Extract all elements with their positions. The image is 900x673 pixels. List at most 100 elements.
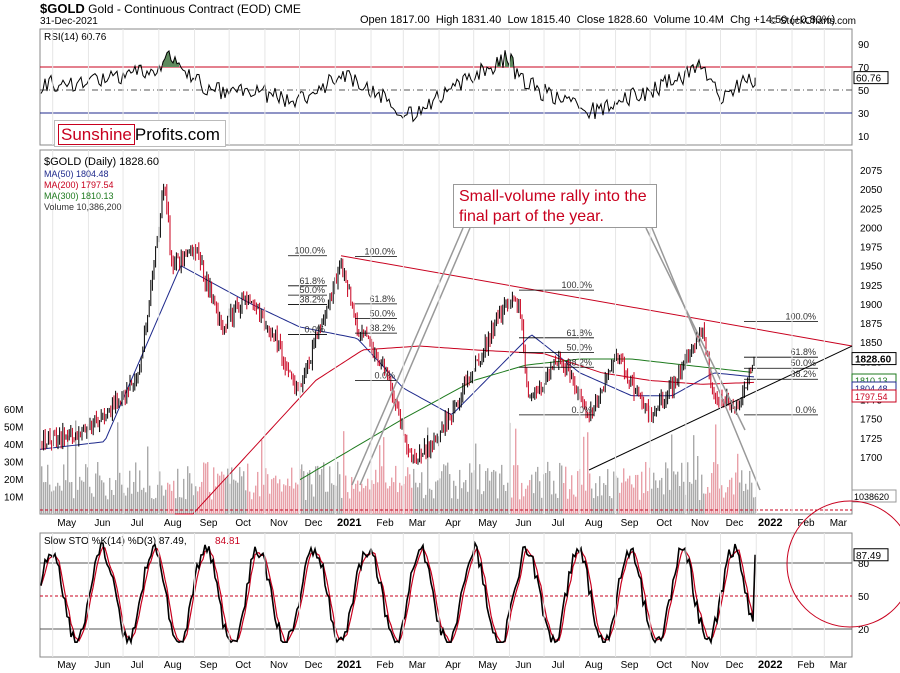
sto-y-tick: 50 (858, 592, 870, 603)
volume-bar (99, 475, 101, 514)
volume-bar (291, 467, 293, 514)
volume-bar (563, 483, 565, 514)
x-tick-label: Jul (552, 518, 565, 529)
volume-bar (495, 471, 497, 514)
volume-bar (391, 477, 393, 514)
volume-bar (131, 493, 133, 514)
volume-bar (59, 485, 61, 514)
volume-bar (227, 468, 229, 514)
volume-bar (275, 475, 277, 514)
volume-bar (661, 477, 663, 514)
volume-bar (455, 485, 457, 514)
moving-average-line (174, 345, 754, 515)
volume-bar (465, 479, 467, 514)
volume-bar (259, 496, 261, 514)
volume-bar (243, 471, 245, 514)
volume-bar (645, 461, 647, 514)
volume-bar (427, 427, 429, 514)
volume-bar (253, 492, 255, 514)
volume-bar (599, 476, 601, 514)
volume-bar (681, 462, 683, 514)
volume-bar (357, 480, 359, 514)
volume-bar (535, 471, 537, 514)
highlight-circle (786, 500, 900, 628)
moving-average-line (39, 265, 755, 450)
volume-bar (367, 478, 369, 514)
x-tick-label: Feb (797, 660, 815, 671)
sto-value-label: 87.49 (856, 551, 881, 562)
volume-bar (317, 465, 319, 514)
volume-bar (431, 489, 433, 514)
volume-bar (743, 490, 745, 514)
volume-bar (439, 478, 441, 514)
volume-bar (375, 469, 377, 514)
volume-bar (81, 480, 83, 514)
volume-bar (77, 489, 79, 514)
fibonacci-label: 38.2% (790, 369, 816, 379)
volume-bar (321, 469, 323, 514)
x-tick-label: Dec (726, 518, 744, 529)
volume-bar (565, 466, 567, 514)
volume-bar (423, 498, 425, 514)
sto-title-d: 84.81 (215, 536, 240, 547)
volume-bar (47, 464, 49, 514)
volume-y-tick: 20M (4, 475, 23, 486)
volume-bar (497, 498, 499, 514)
volume-bar (237, 482, 239, 514)
volume-bar (55, 486, 57, 514)
instrument-name: Gold - Continuous Contract (EOD) (88, 2, 271, 16)
volume-bar (687, 462, 689, 514)
volume-bar (567, 498, 569, 514)
volume-bar (691, 483, 693, 514)
rsi-y-tick: 70 (858, 63, 870, 74)
volume-bar (41, 466, 43, 514)
volume-bar (267, 474, 269, 514)
volume-bar (87, 467, 89, 514)
volume-bar (165, 489, 167, 514)
volume-bar (287, 478, 289, 514)
volume-bar (429, 488, 431, 514)
sto-value-flag (853, 548, 889, 562)
volume-bar (701, 474, 703, 514)
volume-bar (709, 492, 711, 514)
volume-bar (747, 489, 749, 514)
volume-bar (447, 462, 449, 514)
volume-bar (609, 496, 611, 514)
fibonacci-label: 61.8% (790, 347, 816, 357)
x-tick-label: Mar (830, 518, 848, 529)
volume-bar (351, 477, 353, 514)
volume-bar (83, 481, 85, 514)
volume-bar (477, 489, 479, 514)
fibonacci-label: 38.2% (566, 357, 592, 367)
volume-bar (657, 487, 659, 514)
volume-bar (731, 477, 733, 514)
volume-bar (753, 497, 755, 514)
volume-bar (737, 453, 739, 514)
volume-bar (295, 482, 297, 514)
volume-bar (315, 466, 317, 514)
x-tick-label: 2021 (337, 659, 361, 671)
callout-pointer (359, 227, 471, 486)
volume-bar (715, 424, 717, 514)
volume-bar (469, 463, 471, 514)
volume-bar (729, 479, 731, 514)
stochastic-panel: Slow STO %K(14) %D(3) 87.49, 84.81 80 50 20 8… (39, 532, 889, 658)
volume-bar (371, 480, 373, 514)
volume-bar (571, 475, 573, 514)
x-tick-label: Apr (445, 660, 461, 671)
volume-bar (693, 435, 695, 514)
x-tick-label: Jun (94, 660, 110, 671)
volume-bar (739, 482, 741, 514)
price-y-tick: 2000 (860, 223, 883, 234)
volume-bar (45, 481, 47, 514)
price-y-tick: 1975 (860, 243, 883, 254)
x-tick-label: Jun (515, 518, 531, 529)
volume-bar (205, 463, 207, 514)
volume-bar (353, 488, 355, 514)
volume-bar (735, 472, 737, 514)
volume-bar (121, 484, 123, 514)
volume-bar (575, 496, 577, 514)
volume-bar (505, 490, 507, 514)
volume-bar (389, 486, 391, 514)
volume-bar (677, 471, 679, 514)
